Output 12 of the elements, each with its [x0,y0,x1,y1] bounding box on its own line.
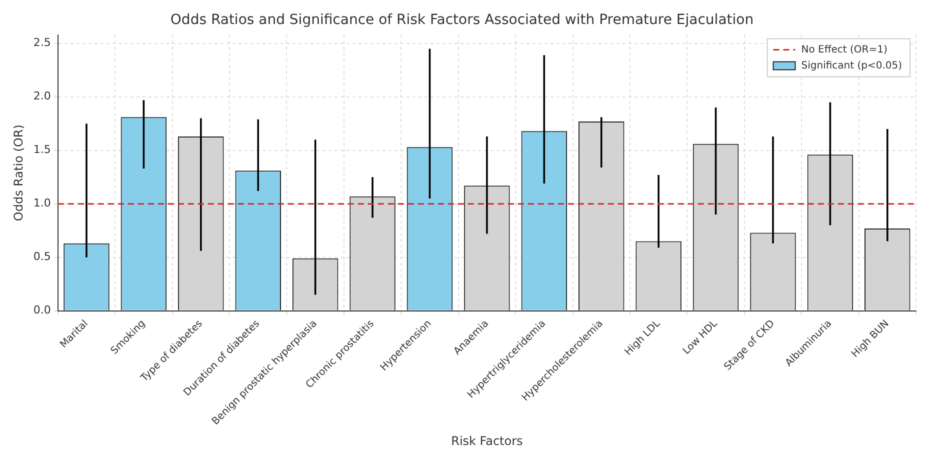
y-tick-label: 2.0 [33,90,51,103]
x-axis-title: Risk Factors [451,434,523,448]
chart-title: Odds Ratios and Significance of Risk Factors Associated with Premature Ejaculation [170,12,754,28]
y-axis-title: Odds Ratio (OR) [11,124,26,222]
legend-label: Significant (p<0.05) [801,60,902,72]
x-tick-label: Low HDL [681,318,720,357]
y-tick-label: 0.0 [33,304,51,317]
y-tick-label: 0.5 [33,250,51,264]
y-tick-label: 1.0 [33,196,51,210]
legend-label: No Effect (OR=1) [801,44,888,56]
y-tick-label: 1.5 [33,143,51,156]
y-tick-label: 2.5 [33,36,51,50]
